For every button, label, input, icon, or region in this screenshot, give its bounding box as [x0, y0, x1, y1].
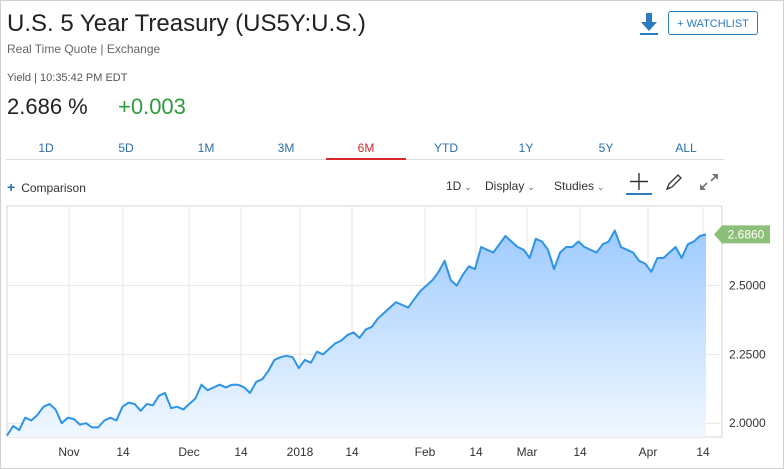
y-tick-label: 2.2500 — [729, 347, 766, 361]
chevron-down-icon: ⌄ — [527, 182, 535, 192]
range-tab-5y[interactable]: 5Y — [598, 141, 614, 155]
comparison-button[interactable]: + Comparison — [7, 179, 86, 195]
quote-source: Real Time Quote | Exchange — [7, 42, 161, 56]
range-tab-1m[interactable]: 1M — [197, 141, 215, 155]
range-tab-1d[interactable]: 1D — [38, 141, 54, 155]
expand-icon[interactable] — [696, 171, 722, 193]
add-to-watchlist-button[interactable]: + WATCHLIST — [668, 11, 758, 35]
interval-label: 1D — [446, 179, 462, 193]
last-price-label: 2.6860 — [728, 227, 765, 241]
range-tab-6m[interactable]: 6M — [326, 137, 406, 160]
display-dropdown[interactable]: Display ⌄ — [485, 179, 535, 193]
crosshair-icon[interactable] — [626, 171, 652, 195]
current-yield: 2.686 % — [7, 94, 88, 119]
last-price-tag: 2.6860 — [714, 225, 770, 244]
range-tab-3m[interactable]: 3M — [277, 141, 295, 155]
range-tab-5d[interactable]: 5D — [118, 141, 134, 155]
last-price-tag-shape — [714, 225, 770, 244]
x-tick-label: 2018 — [287, 445, 314, 459]
x-tick-label: Nov — [58, 445, 79, 459]
x-tick-label: 14 — [116, 445, 130, 459]
chevron-down-icon: ⌄ — [464, 182, 472, 192]
x-tick-label: 14 — [573, 445, 587, 459]
interval-dropdown[interactable]: 1D ⌄ — [446, 179, 472, 193]
x-tick-label: 14 — [234, 445, 248, 459]
security-title: U.S. 5 Year Treasury (US5Y:U.S.) — [7, 10, 366, 37]
chevron-down-icon: ⌄ — [597, 182, 605, 192]
x-tick-label: 14 — [345, 445, 359, 459]
yield-change: +0.003 — [118, 94, 186, 119]
plus-icon: + — [7, 179, 16, 195]
y-tick-label: 2.5000 — [729, 279, 766, 293]
range-tab-all[interactable]: ALL — [675, 141, 697, 155]
display-label: Display — [485, 179, 525, 193]
x-tick-label: Mar — [517, 445, 538, 459]
x-tick-label: 14 — [469, 445, 483, 459]
studies-dropdown[interactable]: Studies ⌄ — [554, 179, 605, 193]
range-tab-ytd[interactable]: YTD — [434, 141, 458, 155]
range-tab-1y[interactable]: 1Y — [518, 141, 534, 155]
y-tick-label: 2.0000 — [729, 416, 766, 430]
quote-timestamp: Yield | 10:35:42 PM EDT — [7, 72, 128, 84]
area-fill — [7, 230, 706, 437]
x-tick-label: Apr — [639, 445, 658, 459]
x-tick-label: 14 — [696, 445, 710, 459]
comparison-label: Comparison — [21, 181, 86, 195]
download-icon[interactable] — [638, 12, 660, 36]
x-tick-label: Feb — [415, 445, 436, 459]
series-line — [6, 229, 707, 437]
x-tick-label: Dec — [178, 445, 199, 459]
range-tabs: 1D 5D 1M 3M 6M YTD 1Y 5Y ALL — [6, 137, 724, 160]
pencil-icon[interactable] — [661, 171, 687, 193]
studies-label: Studies — [554, 179, 595, 193]
